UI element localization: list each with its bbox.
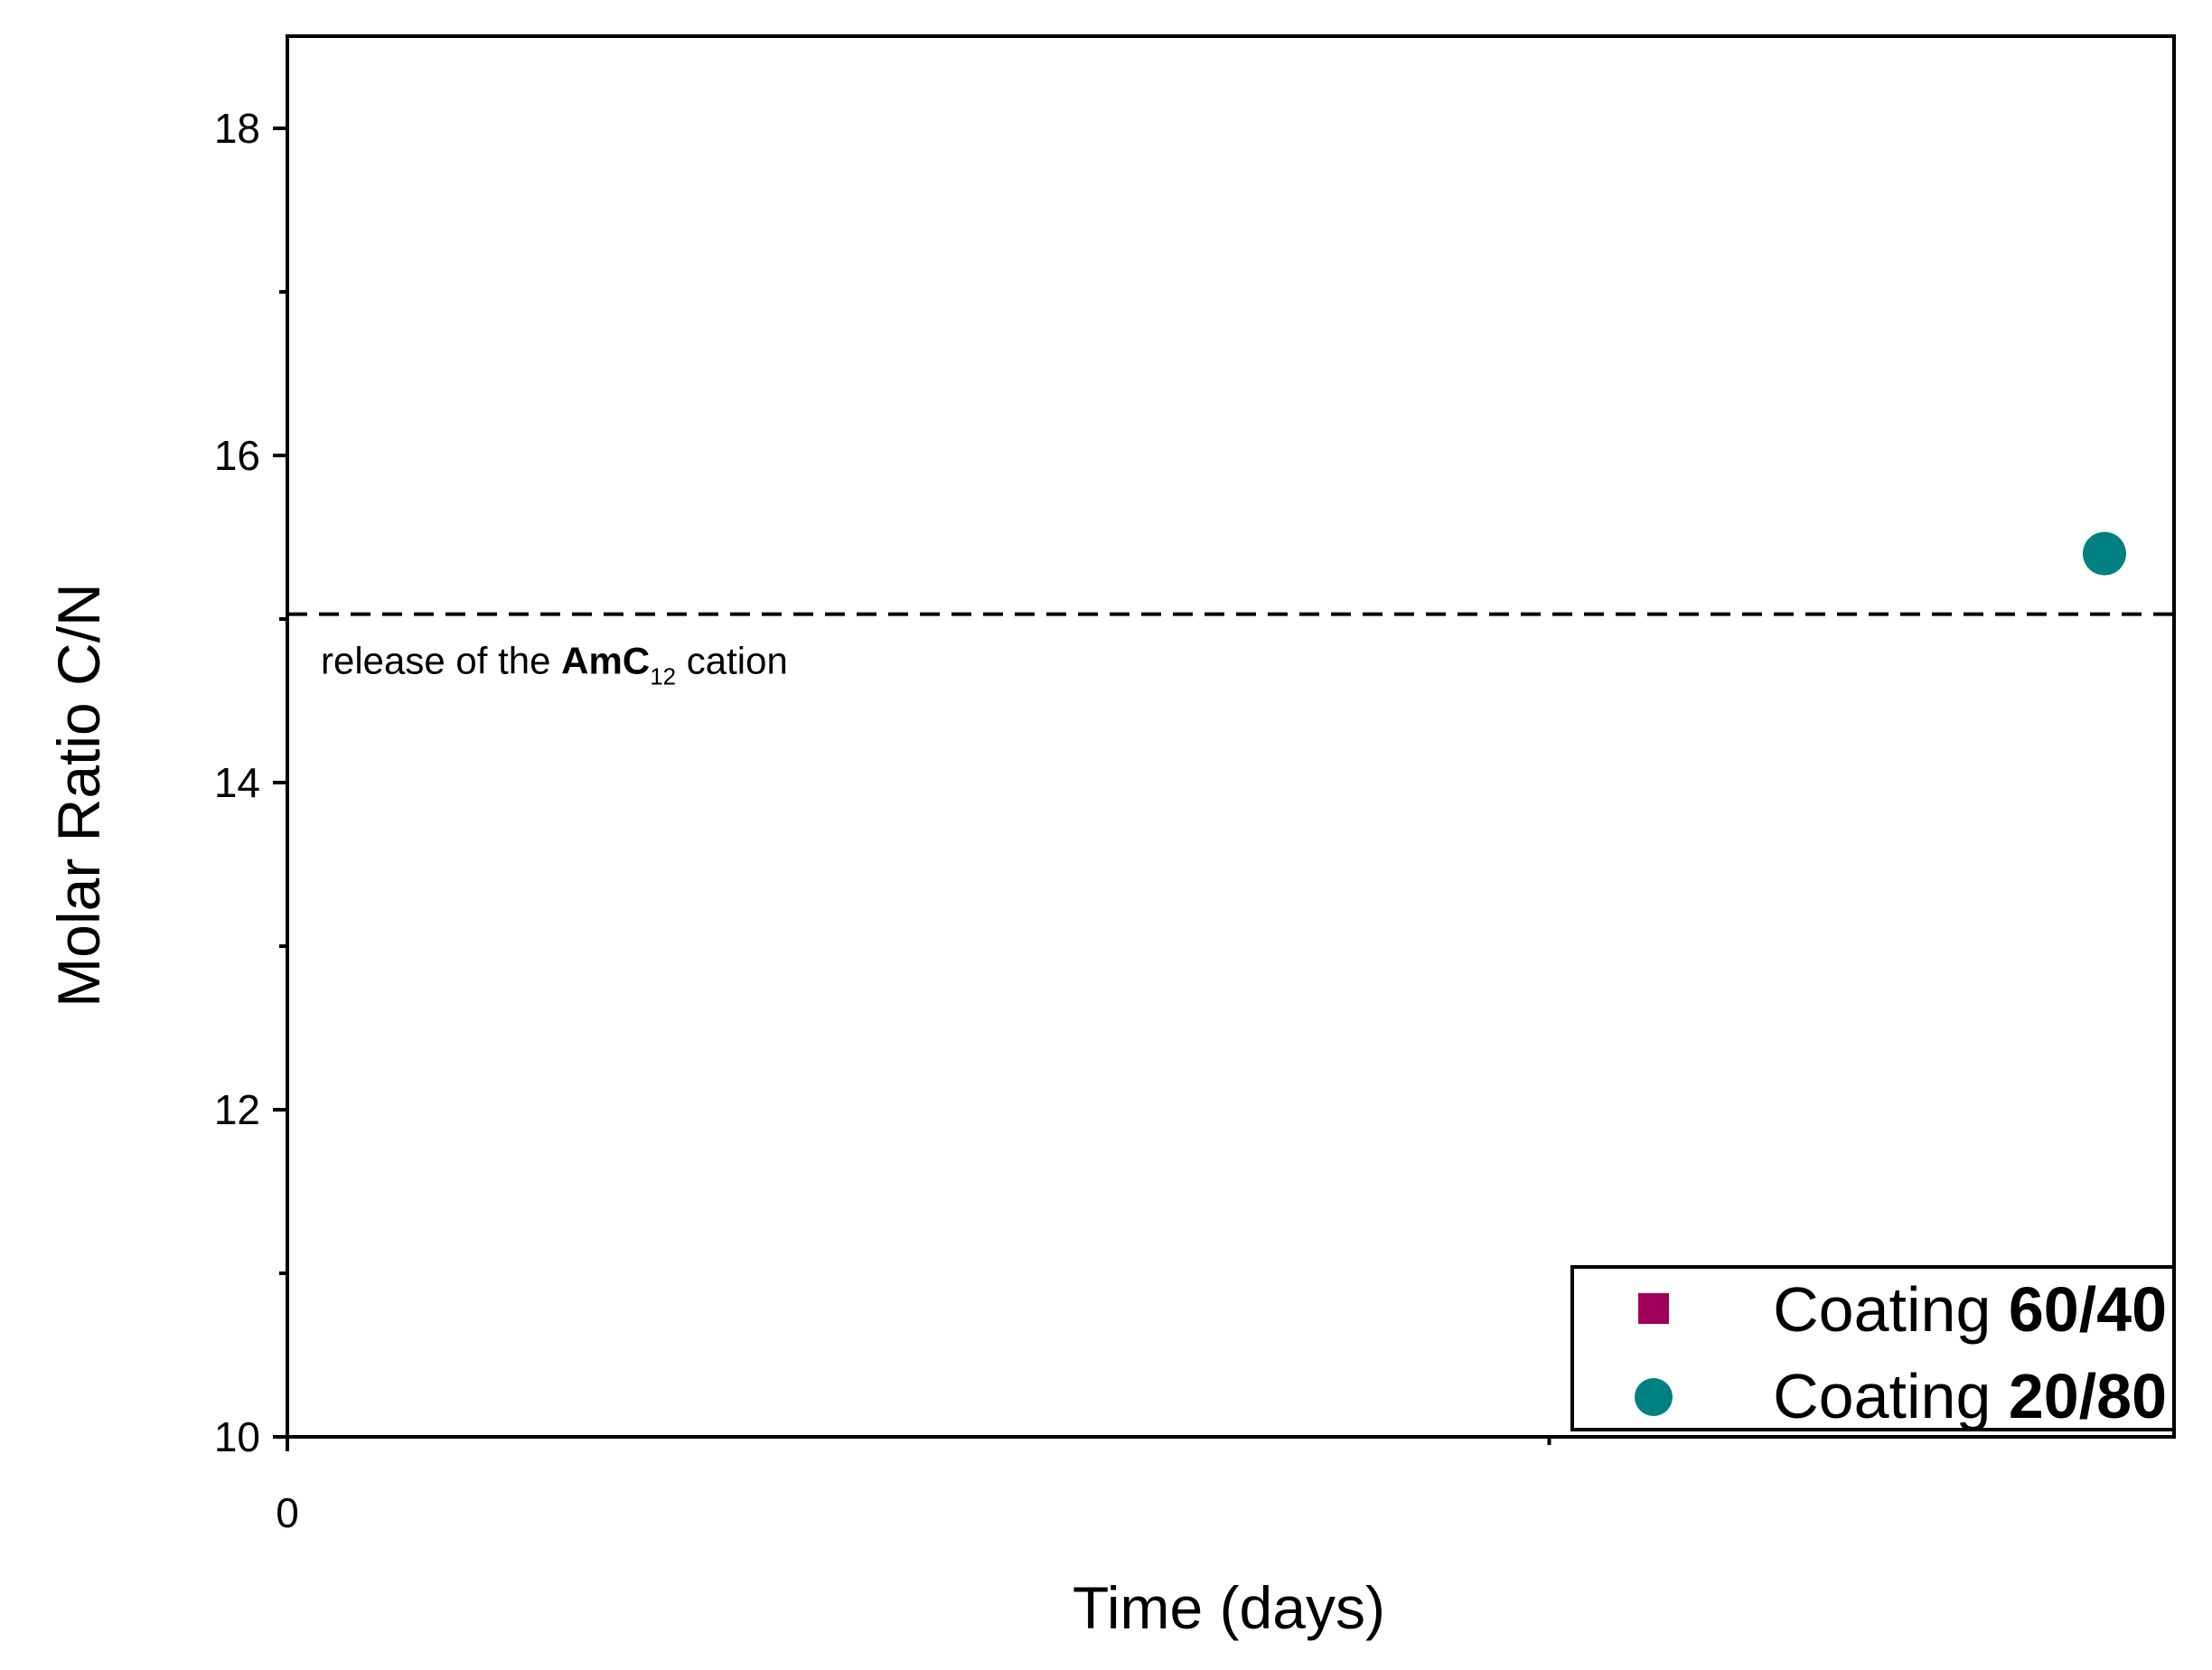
- x-axis: 010203040506070: [276, 1437, 1551, 1536]
- y-axis-title: Molar Ratio C/N: [45, 583, 112, 1007]
- x-tick-label: 0: [276, 1489, 299, 1536]
- y-tick-label: 14: [214, 759, 260, 806]
- y-tick-label: 18: [214, 105, 260, 152]
- x-axis-title: Time (days): [1073, 1574, 1385, 1641]
- y-tick-label: 10: [214, 1413, 260, 1460]
- reference-lines: release of the P(SSAmC12-co-GMA20)releas…: [287, 612, 2174, 690]
- data-point-circle: [2082, 531, 2126, 576]
- y-axis: 101214161820222426: [214, 105, 287, 1460]
- data-markers: [2082, 531, 2126, 576]
- legend-circle-marker: [1635, 1378, 1673, 1416]
- reference-line-label: release of the AmC12 cation: [321, 640, 788, 690]
- legend-label: Coating 20/80: [1773, 1361, 2167, 1431]
- plot-frame: [286, 34, 2176, 1439]
- legend-box: [1570, 1265, 2176, 1431]
- plot-area: [286, 34, 2176, 1439]
- y-tick-label: 16: [214, 432, 260, 479]
- y-tick-label: 12: [214, 1086, 260, 1133]
- legend-label: Coating 60/40: [1773, 1274, 2167, 1345]
- legend-square-marker: [1638, 1293, 1669, 1324]
- legend: Coating 60/40 Coating 20/80: [1570, 1265, 2176, 1431]
